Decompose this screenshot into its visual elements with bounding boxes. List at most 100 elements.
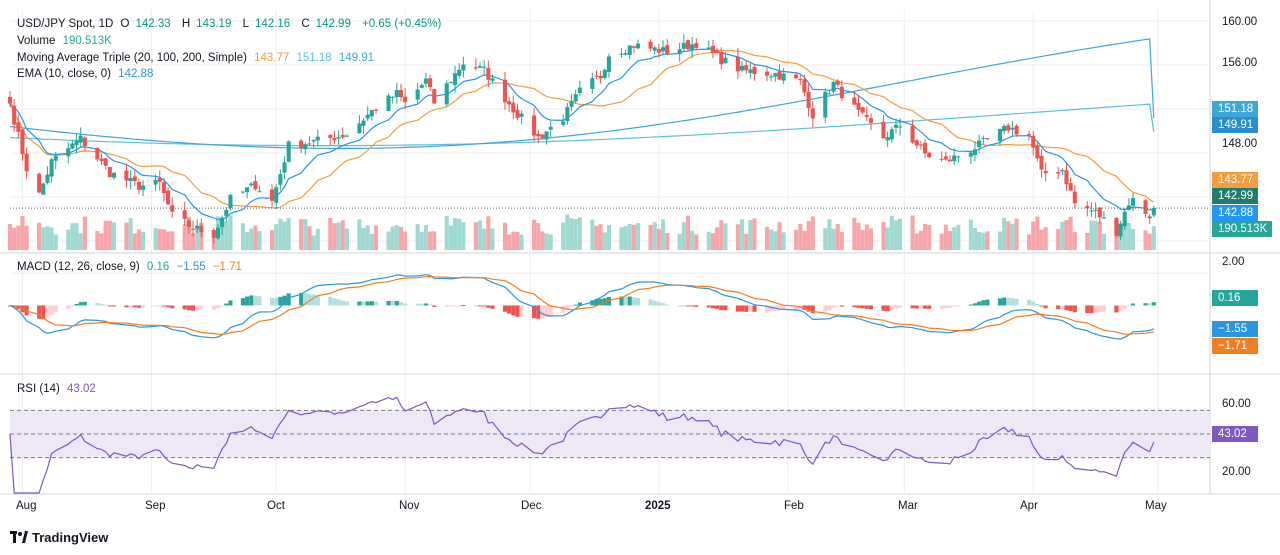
volume-bar [627,223,632,250]
volume-bar [881,221,886,250]
volume-bar [1101,233,1106,250]
candle-body [893,124,898,128]
macd-hist-bar [315,295,320,306]
macd-hist-bar [956,305,961,307]
candle-body [1060,170,1065,172]
volume-bar [307,226,312,250]
candle-body [823,91,828,118]
candle-body [606,56,611,72]
macd-hist-bar [1010,297,1015,306]
macd-hist-bar [573,304,578,306]
macd-label: MACD (12, 26, close, 9) [17,261,140,273]
macd-hist-bar [631,297,636,306]
volume-bar [1010,223,1015,250]
candle-body [831,81,836,92]
macd-hist-bar [482,305,487,307]
candle-body [299,140,304,148]
volume-bar [656,228,661,250]
volume-bar [1143,230,1148,250]
volume-bar [473,222,478,250]
volume-bar [1014,218,1019,250]
rsi-label: RSI (14) [17,383,60,395]
volume-bar [943,224,948,250]
tradingview-logo[interactable]: TradingView [10,530,108,545]
brand-name: TradingView [32,530,109,545]
volume-bar [852,217,857,250]
volume-bar [390,226,395,250]
candle-body [1118,223,1123,237]
macd-hist-bar [344,301,349,306]
candle-body [939,158,944,160]
candle-body [390,96,395,98]
volume-bar [715,227,720,250]
candle-body [648,41,653,49]
candle-body [573,94,578,102]
macd-hist-bar [977,301,982,306]
macd-hist-bar [619,296,624,306]
candle-body [735,56,740,72]
candle-body [719,51,724,65]
macd-hist-bar [415,303,420,306]
candle-body [690,44,695,51]
macd-hist-bar [652,300,657,306]
macd-hist-bar [336,299,341,306]
macd-hist-bar [623,296,628,306]
macd-hist-bar [690,305,695,307]
candle-body [1131,198,1136,206]
volume-bar [128,218,133,250]
volume-bar [45,226,50,250]
macd-hist-bar [660,303,666,306]
ema-value: 142.88 [118,68,154,80]
candle-body [136,181,141,190]
macd-hist-bar [1097,305,1102,313]
macd-hist-bar [332,298,337,306]
macd-hist-bar [831,305,836,308]
macd-hist-bar [41,305,46,320]
macd-hist-bar [544,305,549,318]
price-axis-label: 156.00 [1222,57,1258,69]
legend-ma-row: Moving Average Triple (20, 100, 200, Sim… [17,52,378,64]
macd-hist-bar [245,296,250,306]
ema-price-tag: 142.88 [1212,205,1258,221]
candle-body [166,190,171,205]
candle-body [910,125,915,143]
volume-bar [561,222,566,250]
candle-body [107,166,112,178]
candle-body [432,89,437,104]
candle-body [881,121,886,139]
macd-hist-bar [532,305,537,319]
candle-body [307,143,312,145]
macd-hist-bar [636,297,641,306]
candle-body [78,135,83,143]
macd-hist-bar [764,305,770,312]
volume-bar [606,225,611,250]
volume-bar [228,215,233,250]
candle-body [328,135,333,138]
macd-hist-bar [486,305,491,308]
candle-body [228,194,233,208]
macd-hist-bar [257,296,262,306]
volume-bar [1035,216,1040,250]
volume-bar [1043,227,1048,250]
macd-hist-bar [794,305,799,310]
candle-body [927,152,932,158]
macd-hist-bar [49,305,54,315]
macd-hist-bar [835,305,840,307]
time-axis-label: Feb [784,500,804,512]
volume-bar [665,233,670,250]
candle-body [423,78,428,84]
candle-body [490,78,495,81]
macd-hist-bar [1027,299,1032,306]
macd-hist-bar [82,301,87,306]
volume-bar [677,233,682,250]
volume-bar [278,218,283,250]
macd-hist-bar [398,301,404,306]
candle-body [810,108,815,119]
macd-hist-bar [107,305,112,307]
volume-bar [369,233,374,250]
macd-hist-bar [752,305,757,312]
candle-body [665,45,670,55]
macd-hist-bar [157,305,162,307]
volume-bar [598,224,603,250]
